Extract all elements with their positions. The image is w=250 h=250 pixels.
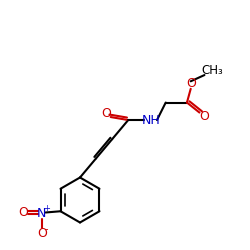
Text: O: O [186, 77, 196, 90]
Text: NH: NH [141, 114, 160, 126]
Text: O: O [200, 110, 209, 123]
Text: O: O [101, 107, 111, 120]
Text: +: + [43, 204, 50, 213]
Text: N: N [37, 207, 46, 220]
Text: CH₃: CH₃ [201, 64, 223, 76]
Text: O: O [37, 227, 47, 240]
Text: O: O [18, 206, 28, 219]
Text: -: - [45, 224, 48, 234]
